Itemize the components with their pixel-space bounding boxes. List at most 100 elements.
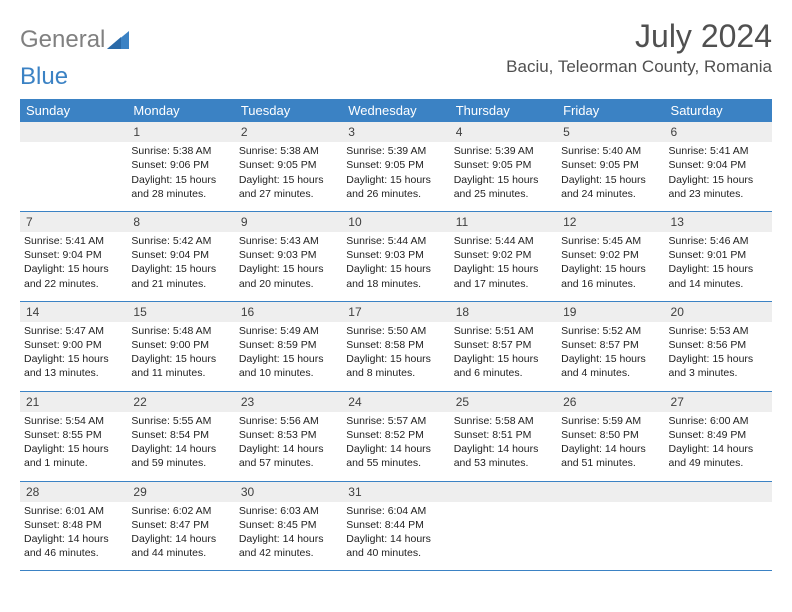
day-number-cell	[665, 481, 772, 502]
day-cell: Sunrise: 6:02 AMSunset: 8:47 PMDaylight:…	[127, 502, 234, 571]
sunset-label: Sunset:	[561, 159, 600, 171]
sunrise-value: 5:45 AM	[603, 235, 642, 247]
sunrise-value: 5:44 AM	[388, 235, 427, 247]
day-number-cell: 9	[235, 211, 342, 232]
day-cell: Sunrise: 5:40 AMSunset: 9:05 PMDaylight:…	[557, 142, 664, 211]
day-cell: Sunrise: 5:47 AMSunset: 9:00 PMDaylight:…	[20, 322, 127, 391]
daylight-label: Daylight:	[24, 443, 68, 455]
sunset-label: Sunset:	[454, 339, 493, 351]
daylight-label: Daylight:	[24, 353, 68, 365]
sunrise-value: 5:46 AM	[710, 235, 749, 247]
daylight-label: Daylight:	[131, 353, 175, 365]
sunset-label: Sunset:	[454, 159, 493, 171]
day-content-row: Sunrise: 5:54 AMSunset: 8:55 PMDaylight:…	[20, 412, 772, 481]
sunrise-value: 5:38 AM	[280, 145, 319, 157]
day-number-cell: 2	[235, 122, 342, 142]
day-number-cell: 4	[450, 122, 557, 142]
day-cell: Sunrise: 5:44 AMSunset: 9:02 PMDaylight:…	[450, 232, 557, 301]
day-number-cell: 20	[665, 301, 772, 322]
sunset-label: Sunset:	[131, 339, 170, 351]
daylight-label: Daylight:	[454, 174, 498, 186]
day-cell: Sunrise: 6:04 AMSunset: 8:44 PMDaylight:…	[342, 502, 449, 571]
day-cell: Sunrise: 5:49 AMSunset: 8:59 PMDaylight:…	[235, 322, 342, 391]
sunset-label: Sunset:	[24, 429, 63, 441]
day-number-cell: 8	[127, 211, 234, 232]
day-number-cell: 16	[235, 301, 342, 322]
sunrise-label: Sunrise:	[24, 325, 65, 337]
sunrise-label: Sunrise:	[454, 325, 495, 337]
sunrise-label: Sunrise:	[561, 145, 602, 157]
sunrise-value: 5:51 AM	[495, 325, 534, 337]
sunrise-value: 5:58 AM	[495, 415, 534, 427]
sunset-label: Sunset:	[346, 429, 385, 441]
sunset-label: Sunset:	[561, 249, 600, 261]
sunset-label: Sunset:	[346, 339, 385, 351]
sunrise-value: 5:55 AM	[173, 415, 212, 427]
day-cell: Sunrise: 5:39 AMSunset: 9:05 PMDaylight:…	[450, 142, 557, 211]
day-cell: Sunrise: 5:38 AMSunset: 9:06 PMDaylight:…	[127, 142, 234, 211]
sunset-label: Sunset:	[561, 429, 600, 441]
day-cell: Sunrise: 5:45 AMSunset: 9:02 PMDaylight:…	[557, 232, 664, 301]
daylight-label: Daylight:	[239, 353, 283, 365]
sunrise-label: Sunrise:	[131, 235, 172, 247]
sunrise-value: 5:42 AM	[173, 235, 212, 247]
day-number-cell: 19	[557, 301, 664, 322]
daylight-label: Daylight:	[669, 263, 713, 275]
day-cell: Sunrise: 5:48 AMSunset: 9:00 PMDaylight:…	[127, 322, 234, 391]
sunset-value: 9:01 PM	[707, 249, 746, 261]
sunset-label: Sunset:	[239, 429, 278, 441]
sunrise-label: Sunrise:	[669, 145, 710, 157]
sunset-value: 8:44 PM	[385, 519, 424, 531]
sunset-value: 9:00 PM	[63, 339, 102, 351]
day-cell: Sunrise: 5:46 AMSunset: 9:01 PMDaylight:…	[665, 232, 772, 301]
day-cell: Sunrise: 5:51 AMSunset: 8:57 PMDaylight:…	[450, 322, 557, 391]
sunrise-value: 6:03 AM	[280, 505, 319, 517]
sunset-label: Sunset:	[131, 249, 170, 261]
day-number-cell: 17	[342, 301, 449, 322]
daylight-label: Daylight:	[669, 443, 713, 455]
sunset-value: 8:55 PM	[63, 429, 102, 441]
day-number-cell	[450, 481, 557, 502]
day-content-row: Sunrise: 5:41 AMSunset: 9:04 PMDaylight:…	[20, 232, 772, 301]
sunset-value: 8:45 PM	[277, 519, 316, 531]
sunrise-value: 5:52 AM	[603, 325, 642, 337]
title-block: July 2024 Baciu, Teleorman County, Roman…	[506, 18, 772, 77]
weekday-header: Wednesday	[342, 99, 449, 122]
sunset-value: 9:00 PM	[170, 339, 209, 351]
day-number-cell: 14	[20, 301, 127, 322]
day-number-row: 28293031	[20, 481, 772, 502]
daylight-label: Daylight:	[561, 443, 605, 455]
day-number-cell: 11	[450, 211, 557, 232]
daylight-label: Daylight:	[346, 353, 390, 365]
day-cell: Sunrise: 5:39 AMSunset: 9:05 PMDaylight:…	[342, 142, 449, 211]
day-content-row: Sunrise: 5:38 AMSunset: 9:06 PMDaylight:…	[20, 142, 772, 211]
sunrise-value: 5:43 AM	[280, 235, 319, 247]
logo-text-2: Blue	[20, 63, 68, 91]
day-cell: Sunrise: 5:43 AMSunset: 9:03 PMDaylight:…	[235, 232, 342, 301]
daylight-label: Daylight:	[131, 174, 175, 186]
sunrise-value: 5:39 AM	[388, 145, 427, 157]
daylight-label: Daylight:	[669, 353, 713, 365]
day-number-cell: 3	[342, 122, 449, 142]
weekday-header: Friday	[557, 99, 664, 122]
day-cell: Sunrise: 5:57 AMSunset: 8:52 PMDaylight:…	[342, 412, 449, 481]
sunset-value: 8:47 PM	[170, 519, 209, 531]
day-cell	[450, 502, 557, 571]
weekday-header: Tuesday	[235, 99, 342, 122]
sunrise-label: Sunrise:	[131, 145, 172, 157]
sunset-value: 9:06 PM	[170, 159, 209, 171]
daylight-label: Daylight:	[561, 353, 605, 365]
day-cell: Sunrise: 6:03 AMSunset: 8:45 PMDaylight:…	[235, 502, 342, 571]
sunset-label: Sunset:	[239, 159, 278, 171]
day-number-row: 123456	[20, 122, 772, 142]
sunset-value: 8:57 PM	[600, 339, 639, 351]
sunset-value: 8:48 PM	[63, 519, 102, 531]
day-cell: Sunrise: 5:50 AMSunset: 8:58 PMDaylight:…	[342, 322, 449, 391]
day-cell: Sunrise: 5:59 AMSunset: 8:50 PMDaylight:…	[557, 412, 664, 481]
sunset-label: Sunset:	[669, 429, 708, 441]
sunrise-label: Sunrise:	[669, 415, 710, 427]
daylight-label: Daylight:	[561, 174, 605, 186]
sunset-value: 8:51 PM	[492, 429, 531, 441]
daylight-label: Daylight:	[131, 533, 175, 545]
sunset-value: 9:04 PM	[170, 249, 209, 261]
